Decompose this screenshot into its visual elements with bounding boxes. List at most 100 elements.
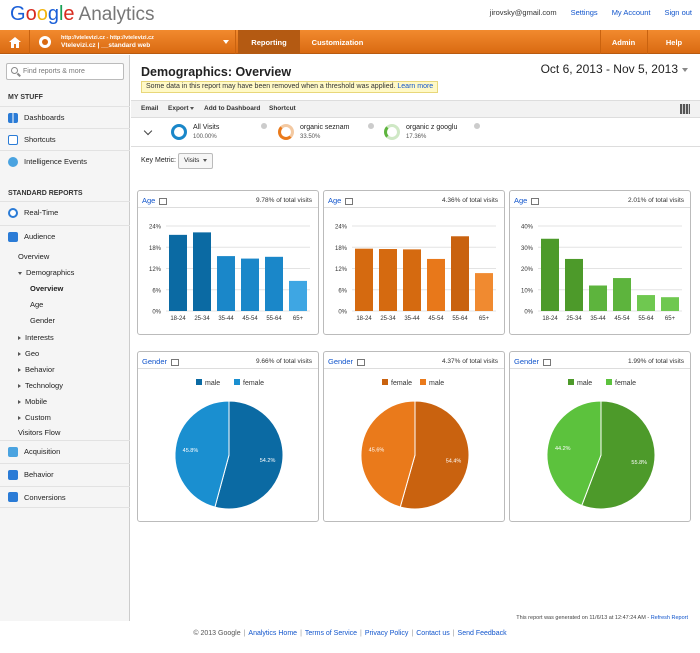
terms-link[interactable]: Terms of Service bbox=[304, 630, 358, 637]
panel-title[interactable]: Age bbox=[514, 196, 540, 205]
panel-subtitle: 9.78% of total visits bbox=[256, 197, 312, 204]
sidebar-sub-visitors-flow[interactable]: Visitors Flow bbox=[18, 428, 61, 437]
sidebar-sub-custom[interactable]: Custom bbox=[18, 413, 51, 422]
contact-link[interactable]: Contact us bbox=[416, 630, 450, 637]
remove-segment-icon[interactable] bbox=[261, 123, 267, 129]
date-range-picker[interactable]: Oct 6, 2013 - Nov 5, 2013 bbox=[541, 62, 688, 76]
panel-title[interactable]: Gender bbox=[328, 357, 366, 366]
export-button[interactable]: Export bbox=[168, 105, 198, 112]
sidebar-item-conversions[interactable]: Conversions bbox=[0, 486, 130, 508]
tab-help[interactable]: Help bbox=[647, 30, 700, 54]
email-button[interactable]: Email bbox=[141, 105, 159, 112]
search-icon bbox=[11, 67, 18, 74]
x-tick-label: 65+ bbox=[479, 316, 490, 322]
sidebar-item-label: Audience bbox=[24, 232, 56, 241]
segment-name: organic seznam bbox=[300, 124, 350, 131]
y-tick-label: 30% bbox=[521, 246, 534, 252]
remove-segment-icon[interactable] bbox=[368, 123, 374, 129]
refresh-report-link[interactable]: Refresh Report bbox=[650, 615, 688, 621]
shortcut-button[interactable]: Shortcut bbox=[269, 105, 296, 112]
segment-percent: 33.50% bbox=[300, 134, 321, 140]
feedback-link[interactable]: Send Feedback bbox=[457, 630, 507, 637]
sidebar-item-label: Intelligence Events bbox=[24, 157, 87, 166]
sidebar-sub-age[interactable]: Age bbox=[30, 300, 44, 309]
sidebar-sub-demographics[interactable]: Demographics bbox=[18, 268, 74, 277]
add-to-dashboard-button[interactable]: Add to Dashboard bbox=[204, 105, 261, 112]
bar bbox=[661, 297, 679, 311]
pie-slice bbox=[360, 400, 416, 508]
bar bbox=[613, 278, 631, 311]
gender-pie-chart: female male 54.4% 45.6% bbox=[360, 379, 470, 510]
gender-panel-googlu: Gender 1.99% of total visits male female 5… bbox=[509, 351, 691, 522]
analytics-logo[interactable]: Google Analytics bbox=[10, 3, 155, 26]
x-tick-label: 25-34 bbox=[380, 316, 396, 322]
section-my-stuff: MY STUFF bbox=[8, 94, 43, 101]
sidebar-sub-label: Technology bbox=[25, 381, 63, 390]
panel-title[interactable]: Age bbox=[328, 196, 354, 205]
page-title: Demographics: Overview bbox=[141, 65, 292, 79]
slice-label: 44.2% bbox=[555, 446, 571, 452]
sidebar-item-behavior[interactable]: Behavior bbox=[0, 463, 130, 485]
tab-customization[interactable]: Customization bbox=[311, 37, 364, 47]
age-panel-seznam: Age 4.36% of total visits 0% 6% 12% 18% 24% 1… bbox=[323, 190, 505, 335]
chevron-down-icon[interactable] bbox=[143, 126, 153, 136]
tab-admin[interactable]: Admin bbox=[600, 30, 646, 54]
sidebar-sub-behavior[interactable]: Behavior bbox=[18, 365, 55, 374]
sidebar-item-label: Real-Time bbox=[24, 208, 59, 217]
copyright: © 2013 Google bbox=[193, 630, 241, 637]
section-standard-reports: STANDARD REPORTS bbox=[8, 190, 83, 197]
sidebar-item-audience[interactable]: Audience bbox=[0, 225, 130, 247]
privacy-link[interactable]: Privacy Policy bbox=[364, 630, 409, 637]
sidebar-item-label: Conversions bbox=[24, 492, 66, 502]
account-selector[interactable]: http://vtelevizi.cz - http://vtelevizi.c… bbox=[31, 30, 236, 54]
bar bbox=[475, 273, 493, 311]
analytics-home-link[interactable]: Analytics Home bbox=[248, 630, 298, 637]
legend-label: male bbox=[429, 380, 444, 387]
product-name: Analytics bbox=[78, 4, 155, 25]
pie-slice bbox=[214, 400, 284, 510]
x-tick-label: 35-44 bbox=[404, 316, 420, 322]
y-tick-label: 6% bbox=[338, 288, 347, 294]
x-tick-label: 35-44 bbox=[590, 316, 606, 322]
panel-title-text: Age bbox=[142, 196, 156, 205]
generated-text: This report was generated on 11/6/13 at … bbox=[516, 615, 650, 621]
learn-more-link[interactable]: Learn more bbox=[397, 83, 434, 90]
panel-title[interactable]: Gender bbox=[142, 357, 180, 366]
sidebar-sub-demo-overview[interactable]: Overview bbox=[30, 284, 64, 293]
legend-label: male bbox=[205, 380, 220, 387]
sidebar-sub-technology[interactable]: Technology bbox=[18, 381, 63, 390]
settings-link[interactable]: Settings bbox=[570, 8, 598, 17]
y-tick-label: 12% bbox=[335, 267, 348, 273]
edit-icon bbox=[171, 358, 180, 366]
sidebar-sub-mobile[interactable]: Mobile bbox=[18, 397, 47, 406]
sidebar-item-intelligence[interactable]: Intelligence Events bbox=[0, 150, 130, 172]
sidebar-item-dashboards[interactable]: Dashboards bbox=[0, 106, 130, 128]
sidebar-sub-label: Behavior bbox=[25, 365, 55, 374]
grid-view-icon[interactable] bbox=[680, 104, 690, 114]
my-account-link[interactable]: My Account bbox=[611, 8, 651, 17]
remove-segment-icon[interactable] bbox=[474, 123, 480, 129]
notice-text: Some data in this report may have been r… bbox=[146, 83, 396, 90]
panel-subtitle: 4.37% of total visits bbox=[442, 358, 498, 365]
segment-organic-z-googlu[interactable]: organic z googlu 17.36% bbox=[384, 122, 484, 144]
sidebar: Find reports & more MY STUFF Dashboards … bbox=[0, 55, 130, 621]
segment-ring-icon bbox=[171, 124, 187, 140]
sidebar-sub-gender[interactable]: Gender bbox=[30, 316, 56, 325]
search-input[interactable]: Find reports & more bbox=[6, 63, 124, 80]
sidebar-item-realtime[interactable]: Real-Time bbox=[0, 201, 130, 223]
sidebar-sub-overview[interactable]: Overview bbox=[18, 252, 50, 261]
sidebar-item-acquisition[interactable]: Acquisition bbox=[0, 440, 130, 462]
tab-reporting[interactable]: Reporting bbox=[238, 30, 300, 54]
sidebar-sub-interests[interactable]: Interests bbox=[18, 333, 54, 342]
home-button[interactable] bbox=[0, 30, 30, 54]
gender-pie-chart: male female 54.2% 45.8% bbox=[174, 379, 284, 510]
sidebar-item-shortcuts[interactable]: Shortcuts bbox=[0, 128, 130, 150]
sign-out-link[interactable]: Sign out bbox=[664, 8, 692, 17]
key-metric-select[interactable]: Visits bbox=[178, 153, 214, 169]
segment-organic-seznam[interactable]: organic seznam 33.50% bbox=[278, 122, 378, 144]
panel-title[interactable]: Gender bbox=[514, 357, 552, 366]
bar bbox=[589, 285, 607, 311]
segment-all-visits[interactable]: All Visits 100.00% bbox=[171, 122, 271, 144]
panel-title[interactable]: Age bbox=[142, 196, 168, 205]
sidebar-sub-geo[interactable]: Geo bbox=[18, 349, 39, 358]
